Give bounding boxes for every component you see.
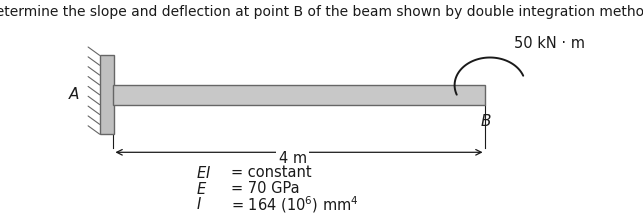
- Text: $EI$: $EI$: [196, 164, 212, 181]
- Text: = 70 GPa: = 70 GPa: [231, 181, 300, 196]
- Text: Determine the slope and deflection at point B of the beam shown by double integr: Determine the slope and deflection at po…: [0, 5, 643, 19]
- Polygon shape: [100, 55, 114, 134]
- Text: $E$: $E$: [196, 180, 207, 197]
- Text: = constant: = constant: [231, 165, 312, 180]
- Text: $I$: $I$: [196, 196, 202, 213]
- Text: 4 m: 4 m: [278, 151, 307, 166]
- Text: A: A: [69, 87, 79, 102]
- Text: = 164 (10$^6$) mm$^4$: = 164 (10$^6$) mm$^4$: [231, 194, 359, 213]
- Polygon shape: [113, 85, 485, 105]
- Text: B: B: [480, 114, 491, 129]
- Text: 50 kN · m: 50 kN · m: [514, 36, 585, 51]
